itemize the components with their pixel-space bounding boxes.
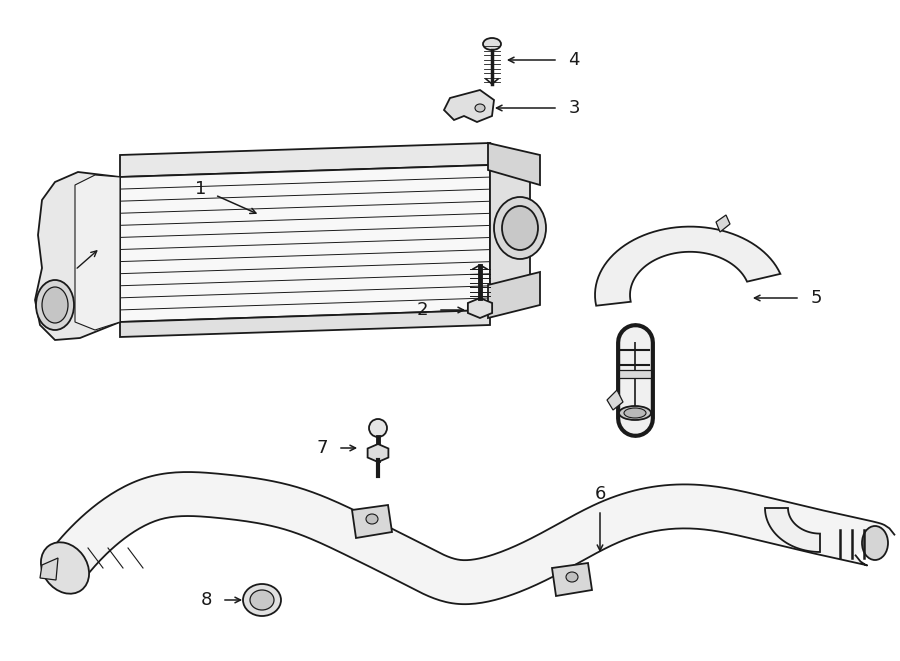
Polygon shape	[607, 390, 623, 410]
Polygon shape	[120, 310, 490, 337]
Polygon shape	[619, 370, 651, 378]
Text: 3: 3	[568, 99, 580, 117]
Polygon shape	[40, 558, 58, 580]
Text: 8: 8	[201, 591, 212, 609]
Ellipse shape	[862, 526, 888, 560]
Polygon shape	[488, 143, 540, 185]
Ellipse shape	[475, 104, 485, 112]
Polygon shape	[488, 272, 540, 318]
Ellipse shape	[42, 287, 68, 323]
Ellipse shape	[366, 514, 378, 524]
Ellipse shape	[40, 542, 89, 594]
Polygon shape	[35, 172, 120, 340]
Ellipse shape	[566, 572, 578, 582]
Polygon shape	[595, 227, 780, 305]
Polygon shape	[765, 508, 820, 552]
Ellipse shape	[369, 419, 387, 437]
Polygon shape	[75, 175, 120, 330]
Ellipse shape	[36, 280, 74, 330]
Polygon shape	[552, 563, 592, 596]
Text: 4: 4	[568, 51, 580, 69]
Text: 5: 5	[810, 289, 822, 307]
Polygon shape	[352, 505, 392, 538]
Text: 7: 7	[316, 439, 328, 457]
Text: 1: 1	[194, 180, 206, 198]
Text: 6: 6	[594, 485, 606, 503]
Polygon shape	[120, 165, 490, 322]
Ellipse shape	[502, 206, 538, 250]
Polygon shape	[716, 215, 730, 232]
Polygon shape	[444, 90, 494, 122]
Ellipse shape	[619, 406, 651, 420]
Polygon shape	[490, 143, 530, 310]
Ellipse shape	[483, 38, 501, 50]
Ellipse shape	[624, 408, 646, 418]
Ellipse shape	[243, 584, 281, 616]
Polygon shape	[468, 298, 492, 318]
Ellipse shape	[494, 197, 546, 259]
Polygon shape	[367, 444, 389, 462]
Ellipse shape	[250, 590, 274, 610]
Polygon shape	[120, 143, 490, 177]
Text: 2: 2	[416, 301, 428, 319]
Polygon shape	[48, 472, 895, 604]
